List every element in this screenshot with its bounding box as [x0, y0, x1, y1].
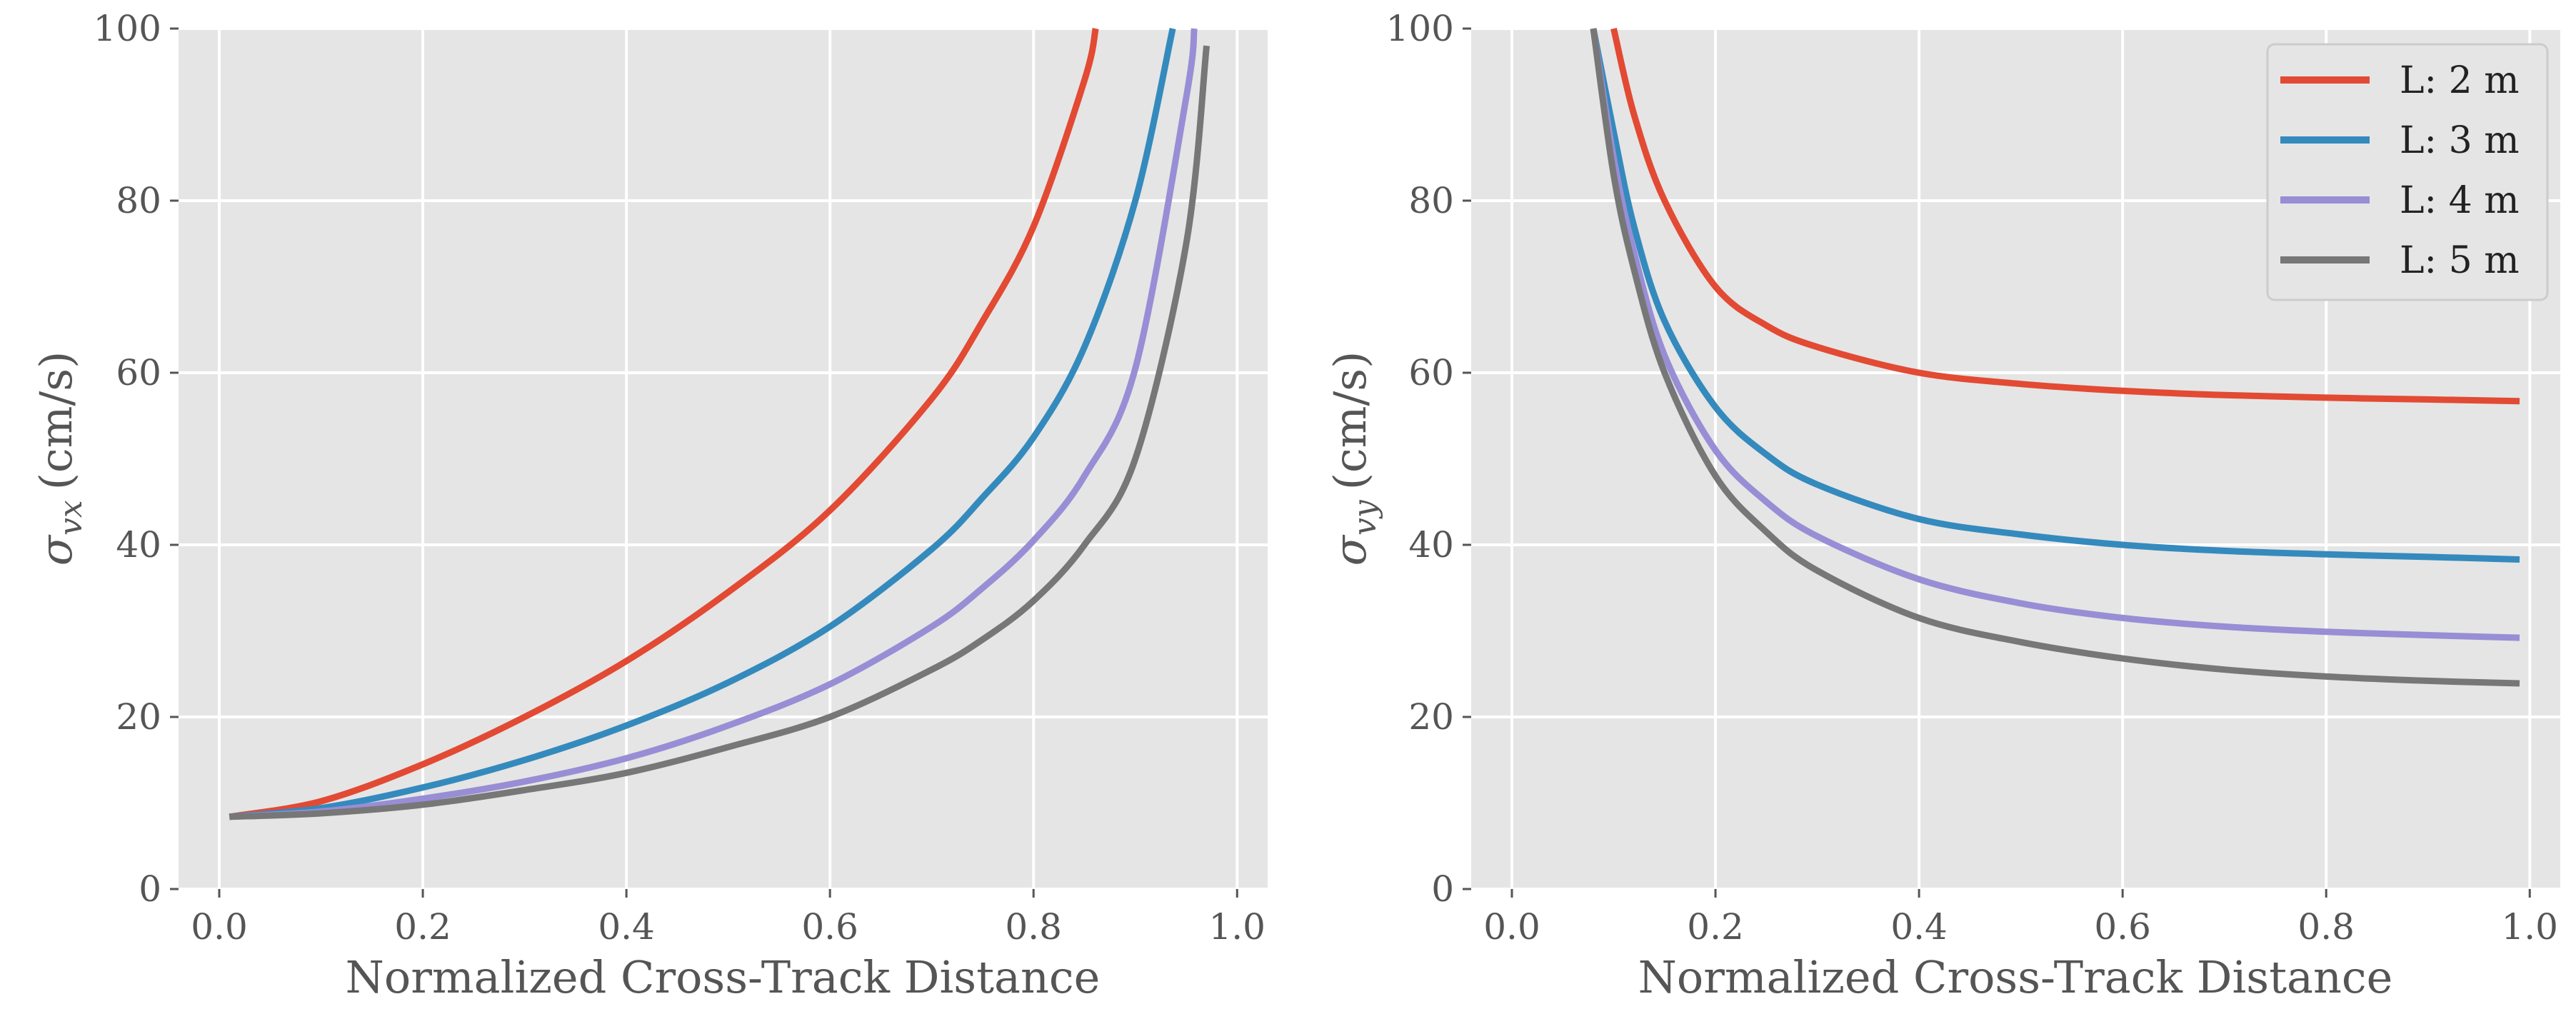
legend-label: L: 5 m [2400, 239, 2520, 282]
y-tick-label: 0 [139, 868, 161, 910]
x-tick-label: 0.2 [394, 906, 451, 948]
series-line-l-5-m [1590, 28, 2520, 687]
series-line-l-4-m [1590, 28, 2520, 641]
y-tick-label: 40 [1408, 524, 1454, 566]
x-tick-label: 0.6 [2094, 906, 2151, 948]
y-tick-label: 100 [1386, 8, 1454, 49]
chart-left: 0.0 0.2 0.4 0.6 0.8 1.0 0 20 40 60 80 100 Normalize… [30, 8, 1268, 1003]
series-group [1590, 27, 2520, 687]
y-tick-label: 40 [116, 524, 161, 566]
y-axis-label: σvx (cm/s) [30, 351, 89, 566]
legend-label: L: 3 m [2400, 119, 2520, 162]
chart-right: 0.0 0.2 0.4 0.6 0.8 1.0 0 20 40 60 80 100 Normalize… [1324, 8, 2560, 1003]
y-axis-label: σvy (cm/s) [1324, 351, 1383, 566]
x-tick-label: 0.8 [1005, 906, 1062, 948]
series-line-l-3-m [1590, 28, 2520, 563]
y-tick-label: 80 [116, 180, 161, 221]
y-tick-label: 0 [1431, 868, 1454, 910]
y-axis-label-symbol: σ [30, 534, 82, 566]
series-line-l-4-m [229, 28, 1198, 820]
x-tick-label: 1.0 [1208, 906, 1266, 948]
y-axis-label-symbol: σ [1324, 534, 1376, 566]
legend-label: L: 2 m [2400, 59, 2520, 102]
ticks: 0.0 0.2 0.4 0.6 0.8 1.0 0 20 40 60 80 100 [1386, 8, 2558, 948]
grid [179, 27, 1268, 890]
x-tick-label: 0.6 [801, 906, 858, 948]
legend-entries: L: 2 m L: 3 m L: 4 m L: 5 m [2280, 59, 2520, 282]
x-tick-label: 0.4 [598, 906, 655, 948]
series-group [229, 28, 1210, 820]
x-tick-label: 1.0 [2501, 906, 2558, 948]
series-line-l-2-m [229, 28, 1099, 820]
x-tick-label: 0.2 [1687, 906, 1744, 948]
x-tick-label: 0.0 [1483, 906, 1540, 948]
y-axis-label-subscript: vy [1347, 499, 1383, 536]
x-tick-label: 0.0 [191, 906, 248, 948]
legend: L: 2 m L: 3 m L: 4 m L: 5 m [2266, 43, 2549, 301]
y-tick-label: 60 [116, 352, 161, 393]
x-tick-label: 0.4 [1890, 906, 1948, 948]
series-line-l-5-m [229, 45, 1210, 820]
legend-label: L: 4 m [2400, 179, 2520, 222]
x-tick-label: 0.8 [2297, 906, 2355, 948]
y-tick-label: 60 [1408, 352, 1454, 393]
y-tick-label: 20 [1408, 696, 1454, 738]
plot-area [179, 29, 1268, 889]
y-tick-label: 20 [116, 696, 161, 738]
y-tick-label: 80 [1408, 180, 1454, 221]
series-line-l-2-m [1610, 27, 2520, 405]
y-axis-label-unit: (cm/s) [30, 351, 82, 491]
y-axis-label-subscript: vx [53, 500, 89, 536]
x-axis-label: Normalized Cross-Track Distance [1638, 951, 2393, 1003]
ticks: 0.0 0.2 0.4 0.6 0.8 1.0 0 20 40 60 80 100 [94, 8, 1266, 948]
x-axis-label: Normalized Cross-Track Distance [346, 951, 1101, 1003]
y-axis-label-unit: (cm/s) [1324, 351, 1376, 491]
series-line-l-3-m [229, 28, 1176, 820]
legend-frame [2266, 43, 2549, 301]
y-tick-label: 100 [94, 8, 161, 49]
